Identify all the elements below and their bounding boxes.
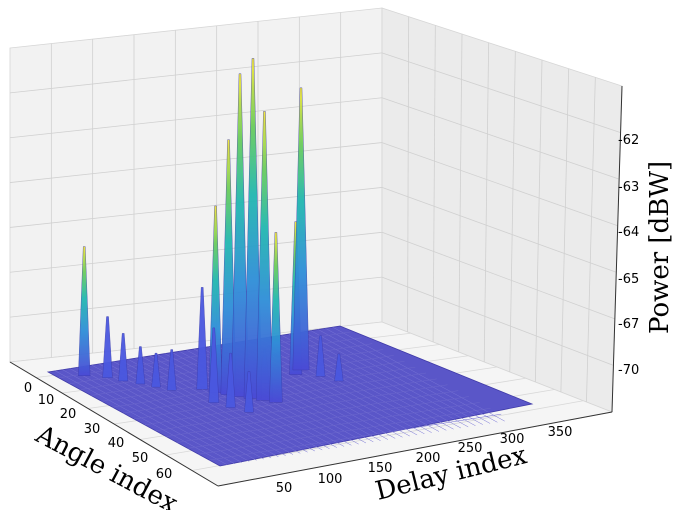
z-axis-line [611,85,623,413]
grid-line-right-h [381,52,621,133]
x-tick-label: 50 [132,451,149,466]
grid-line-left-h [9,142,383,183]
grid-line-right-v [586,77,596,403]
x-tick-label: 20 [60,407,77,422]
y-tick-label: 300 [500,432,525,447]
left-back-pane [9,7,383,363]
z-tick-label: -63 [618,180,639,195]
surface-mesh-line [187,402,480,449]
tick-layer: 0 10 20 30 40 50 60 50 100 150 200 250 300 350 -70 -67 -… [24,133,639,496]
y-tick-label: 100 [318,472,343,487]
x-tick-label: 0 [24,381,32,396]
grid-line-left-h [9,276,383,318]
y-tick-label: 150 [368,461,393,476]
grid-line-right-v [458,33,463,353]
grid-line-left-h [9,52,383,94]
grid-line-left-h [9,97,383,139]
x-tick-label: 10 [38,393,55,408]
y-tick-label: 200 [416,451,441,466]
surface-peak [196,287,208,390]
x-tick-label: 30 [84,422,101,437]
grid-line-right-h [381,276,614,366]
surface-layer [46,325,534,467]
axis-lines [9,85,623,487]
surface-peak [166,349,177,391]
surface-peak [243,58,263,399]
grid-line-left-h [9,231,383,273]
surface-peak [78,246,91,376]
surface-peak [225,352,236,408]
surface-peak [135,346,146,385]
surface-peak [244,371,254,413]
x-tick-label: 40 [108,436,125,451]
y-tick-label: 50 [276,481,293,496]
grid-line-right-h [381,142,618,227]
grid-line-right-v [534,59,543,383]
surface-peak [231,73,249,397]
surface-mesh-line [166,390,459,437]
z-axis-title: Power [dBW] [645,161,675,334]
grid-line-right-h [381,97,620,180]
y-axis-line [217,411,613,487]
surface-peak [255,111,273,401]
grid-line-right-h [381,187,617,273]
x-axis-line [9,361,219,487]
grid-line-left-h [9,187,383,228]
surface-mesh-line [144,378,437,426]
y-tick-label: 250 [458,441,483,456]
surface-peak [269,232,283,403]
surface-peak [315,335,326,377]
surface-peak [118,333,129,382]
grid-line-right-v [509,51,516,373]
surface-mesh-line [176,396,470,443]
grid-line-right-v [483,42,490,363]
grid-line-right-h [381,231,615,320]
surface-peak [292,87,310,371]
peak-layer [78,58,344,413]
z-tick-label: -67 [618,317,639,332]
surface-peak [151,352,161,388]
surface-mesh-line [209,413,502,461]
z-tick-label: -70 [618,363,639,378]
grid-line-right-v [407,16,410,333]
surface-mesh-line [198,408,491,455]
grid-line-right-v [432,25,436,343]
z-tick-label: -64 [618,225,639,240]
grid-line-right-v [560,68,570,393]
surface-peak [334,353,344,382]
z-tick-label: -65 [618,272,639,287]
surface-peak [102,316,113,378]
surface-mesh-line [155,384,448,431]
y-tick-label: 350 [548,425,573,440]
z-tick-label: -62 [618,133,639,148]
x-tick-label: 60 [156,467,173,482]
surface-peak [208,327,220,403]
